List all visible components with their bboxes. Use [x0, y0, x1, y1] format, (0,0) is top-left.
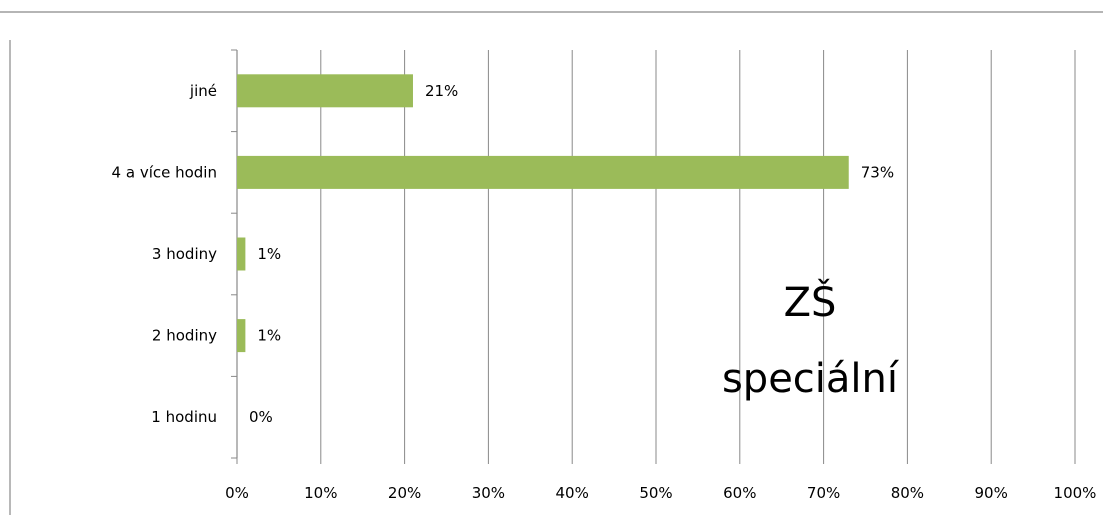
data-label: 21%: [425, 82, 458, 100]
annotation-line-2: speciální: [722, 356, 900, 402]
x-tick-label: 90%: [975, 484, 1008, 502]
annotation-line-1: ZŠ: [784, 278, 837, 326]
category-label: jiné: [189, 82, 217, 100]
category-labels: jiné 4 a více hodin 3 hodiny 2 hodiny 1 hodi…: [112, 82, 218, 426]
bar: [237, 155, 849, 189]
x-tick-label: 50%: [639, 484, 672, 502]
x-tick-label: 20%: [388, 484, 421, 502]
category-axis: [231, 49, 238, 459]
x-tick-label: 70%: [807, 484, 840, 502]
x-tick-labels: 0% 10% 20% 30% 40% 50% 60% 70% 80% 90% 100%: [225, 484, 1096, 502]
data-label: 1%: [257, 245, 281, 263]
x-tick-label: 0%: [225, 484, 249, 502]
category-label: 3 hodiny: [152, 245, 217, 263]
bar: [237, 74, 413, 108]
data-label: 1%: [257, 327, 281, 345]
bar: [237, 237, 246, 271]
category-label: 2 hodiny: [152, 327, 217, 345]
data-labels: 21% 73% 1% 1% 0%: [249, 82, 894, 426]
x-tick-label: 10%: [304, 484, 337, 502]
bars: [237, 74, 849, 353]
category-label: 1 hodinu: [151, 408, 217, 426]
gridlines: [236, 50, 1076, 464]
x-tick-label: 100%: [1054, 484, 1097, 502]
x-tick-label: 40%: [556, 484, 589, 502]
annotation: ZŠ speciální: [722, 278, 900, 402]
data-label: 0%: [249, 408, 273, 426]
x-tick-label: 30%: [472, 484, 505, 502]
x-tick-label: 60%: [723, 484, 756, 502]
data-label: 73%: [861, 163, 894, 181]
category-label: 4 a více hodin: [112, 163, 217, 181]
x-tick-label: 80%: [891, 484, 924, 502]
bar: [237, 319, 246, 353]
